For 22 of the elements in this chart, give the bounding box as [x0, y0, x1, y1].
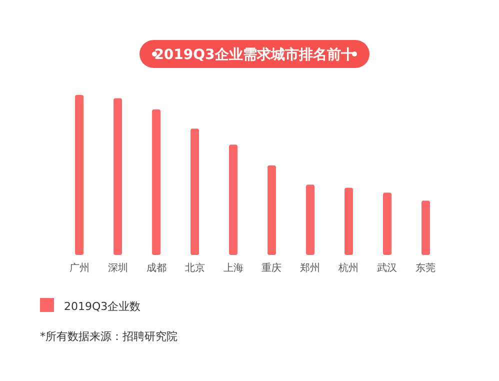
bar: [383, 192, 392, 255]
x-tick-label: 郑州: [300, 262, 320, 274]
x-tick-label: 武汉: [377, 262, 398, 274]
bar: [75, 95, 84, 255]
x-tick-label: 深圳: [108, 262, 128, 274]
bar: [229, 144, 238, 255]
bar: [268, 165, 276, 255]
legend-label: 2019Q3企业数: [64, 300, 141, 313]
x-tick-label: 东莞: [416, 262, 436, 274]
bar: [152, 109, 160, 255]
text: *所有数据来源：招聘研究院: [40, 330, 178, 343]
bar: [344, 188, 353, 255]
x-tick-label: 上海: [223, 262, 244, 274]
bar: [190, 128, 199, 255]
bar: [114, 98, 122, 255]
x-tick-label: 北京: [184, 262, 205, 274]
x-tick-label: 杭州: [338, 262, 359, 274]
x-tick-label: 广州: [69, 262, 90, 274]
bar: [422, 200, 430, 255]
x-tick-label: 重庆: [262, 262, 282, 274]
x-tick-label: 成都: [146, 262, 166, 274]
bar: [306, 184, 314, 255]
